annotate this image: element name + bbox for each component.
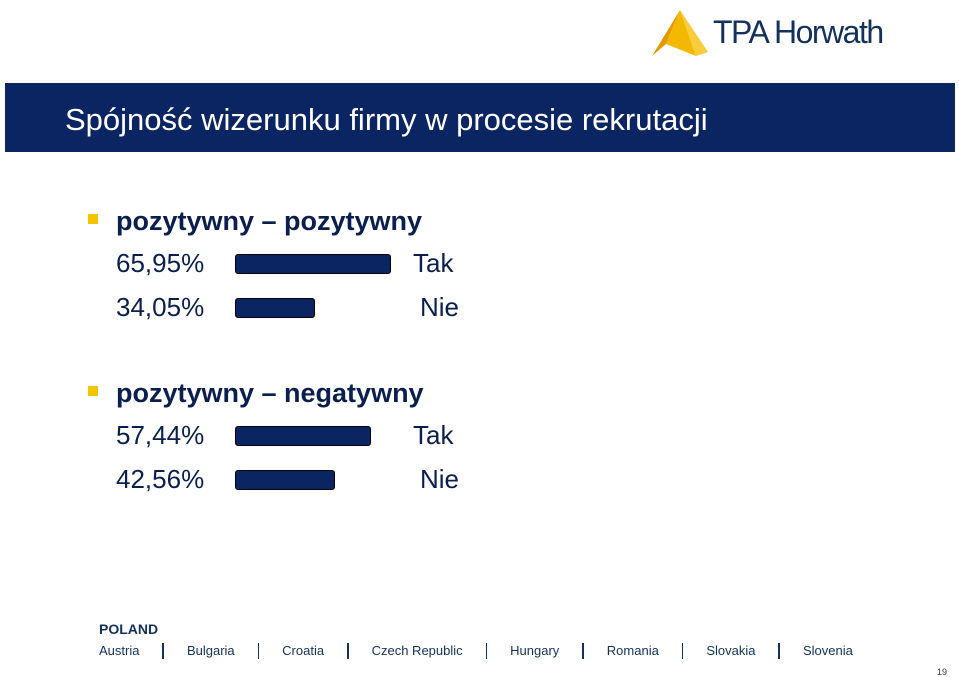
- separator: [582, 643, 584, 659]
- footer-country-item: Croatia: [282, 643, 325, 658]
- separator: [347, 643, 349, 659]
- separator: [257, 643, 260, 659]
- tpa-horwath-logo-icon: [652, 10, 708, 56]
- category-label: Nie: [420, 292, 460, 322]
- separator: [778, 643, 780, 659]
- bar-tak: [235, 426, 371, 446]
- category-label: Tak: [413, 420, 454, 450]
- chart-title: pozytywny – pozytywny: [116, 206, 423, 236]
- separator: [162, 643, 164, 659]
- data-label: 34,05%: [116, 292, 205, 322]
- data-label: 42,56%: [116, 464, 205, 494]
- square-bullet-icon: [88, 214, 98, 224]
- chart-title: pozytywny – negatywny: [116, 378, 424, 408]
- page-title: Spójność wizerunku firmy w procesie rekr…: [65, 102, 708, 137]
- footer-country-item: Romania: [606, 643, 659, 658]
- category-label: Tak: [413, 248, 454, 278]
- footer-country-item: Czech Republic: [371, 643, 463, 658]
- footer-country-item: Slovenia: [802, 643, 853, 658]
- square-bullet-icon: [88, 386, 98, 396]
- logo-text: TPA Horwath: [713, 14, 884, 50]
- separator: [681, 643, 684, 659]
- data-label: 65,95%: [116, 248, 205, 278]
- footer-country-item: Slovakia: [706, 643, 756, 658]
- bar-nie: [235, 298, 315, 318]
- bar-tak: [235, 254, 391, 274]
- separator: [485, 643, 488, 659]
- footer-country-item: Hungary: [510, 643, 560, 658]
- page-number: 19: [937, 667, 948, 677]
- bar-nie: [235, 470, 335, 490]
- data-label: 57,44%: [116, 420, 205, 450]
- footer-countries: Austria Bulgaria Croatia Czech Republic Hung…: [99, 643, 853, 661]
- footer-country-item: Austria: [99, 643, 140, 658]
- title-banner: Spójność wizerunku firmy w procesie rekr…: [5, 83, 955, 152]
- footer-country: POLAND: [99, 621, 159, 637]
- footer-country-item: Bulgaria: [186, 643, 235, 658]
- category-label: Nie: [420, 464, 460, 494]
